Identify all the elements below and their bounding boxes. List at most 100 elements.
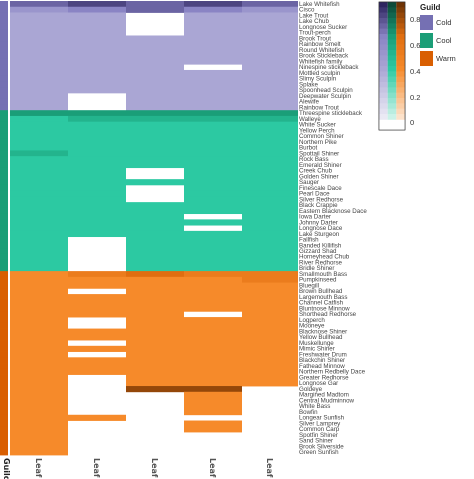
guild-cell [0, 219, 8, 226]
colorbar-segment [387, 114, 397, 120]
heatmap-cell [126, 179, 184, 186]
heatmap-cell [184, 409, 242, 416]
row-label: Banded Killifish [299, 242, 342, 249]
heatmap-cell [126, 52, 184, 59]
guild-cell [0, 363, 8, 370]
heatmap-cell [242, 161, 298, 169]
guild-cell [0, 230, 8, 238]
heatmap-cell [126, 127, 184, 134]
heatmap-cell [10, 397, 68, 404]
row-label: Mottled sculpin [299, 70, 341, 77]
guild-cell [0, 432, 8, 439]
guild-cell [0, 391, 8, 398]
row-label: Longnose Gar [299, 380, 338, 387]
heatmap-cell [10, 414, 68, 421]
row-label: Pumpkinseed [299, 277, 337, 284]
guild-cell [0, 29, 8, 36]
colorbar-segment [387, 55, 397, 61]
heatmap-cell [126, 81, 184, 88]
heatmap-cell [184, 357, 242, 364]
colorbar-segment [379, 2, 388, 8]
heatmap-cell [126, 351, 184, 358]
heatmap-cell [68, 12, 126, 19]
heatmap-cell [184, 340, 242, 347]
heatmap-cell [184, 196, 242, 203]
heatmap-cell [184, 173, 242, 180]
heatmap-cell [126, 213, 184, 220]
guild-legend-swatch [420, 15, 433, 30]
column-labels: Guild Leaf 1 Leaf 2 Leaf 3 Leaf 4 Leaf 5 [2, 458, 274, 479]
heatmap-cell [126, 219, 184, 226]
guild-cell [0, 150, 8, 157]
heatmap-cell [68, 23, 126, 31]
row-label: Longnose Dace [299, 225, 343, 232]
heatmap-cell [68, 161, 126, 169]
guild-cell [0, 299, 8, 306]
heatmap-cell [68, 127, 126, 134]
row-label: Mooneye [299, 323, 325, 330]
heatmap-cell [68, 363, 126, 370]
heatmap-cell [242, 75, 298, 82]
colorbar-segment [387, 34, 397, 40]
guild-cell [0, 121, 8, 128]
heatmap-cell [242, 253, 298, 261]
heatmap-cell [184, 386, 242, 393]
heatmap-cell [242, 133, 298, 140]
heatmap-cell [10, 420, 68, 427]
guild-cell [0, 179, 8, 186]
heatmap-cell [10, 92, 68, 100]
guild-legend-title: Guild [420, 3, 441, 12]
heatmap-cell [126, 69, 184, 77]
heatmap-cell [68, 58, 126, 65]
heatmap-cell [68, 282, 126, 289]
heatmap-cell [242, 219, 298, 226]
heatmap-cell [184, 230, 242, 238]
heatmap-cell [68, 207, 126, 215]
heatmap-cell [242, 225, 298, 232]
colorbar-tick-label: 0.6 [410, 41, 420, 50]
heatmap-cell [126, 110, 184, 117]
heatmap-cell [10, 207, 68, 215]
heatmap-cell [184, 121, 242, 128]
heatmap-cell [10, 282, 68, 289]
colorbar-tick-label: 0 [410, 118, 414, 127]
colorbar-segment [379, 28, 388, 35]
guild-cell [0, 161, 8, 169]
guild-cell [0, 288, 8, 295]
heatmap-cell [10, 196, 68, 203]
heatmap-cell [10, 351, 68, 358]
guild-cell [0, 328, 8, 335]
heatmap-cell [68, 115, 126, 123]
guild-legend-label: Cold [436, 18, 451, 27]
row-label: Largemouth Bass [299, 294, 348, 301]
row-label: Freshwater Drum [299, 351, 347, 358]
row-label: Eastern Blacknose Dace [299, 208, 367, 215]
heatmap-cell [10, 230, 68, 238]
heatmap-cell [10, 121, 68, 128]
leaf-column-label: Leaf 2 [92, 458, 101, 479]
heatmap-cell [10, 179, 68, 186]
heatmap-cell [242, 368, 298, 375]
heatmap-cell [184, 334, 242, 341]
guild-cell [0, 437, 8, 444]
heatmap-cell [10, 190, 68, 197]
heatmap-cell [68, 110, 126, 117]
heatmap-cell [126, 294, 184, 301]
heatmap-cell [184, 271, 242, 278]
heatmap-cell [184, 219, 242, 226]
row-label: Silver Redhorse [299, 196, 344, 203]
heatmap-cell [242, 322, 298, 329]
heatmap-cell [68, 271, 126, 278]
heatmap-cell [184, 248, 242, 255]
guild-cell [0, 52, 8, 59]
heatmap-cell [10, 437, 68, 444]
heatmap-cell [126, 92, 184, 100]
heatmap-cell [184, 305, 242, 312]
heatmap-cell [68, 35, 126, 42]
row-label: Muskellunge [299, 340, 334, 347]
colorbar-segment [387, 108, 397, 115]
heatmap-cell [242, 184, 298, 192]
colorbar-segment [396, 34, 405, 40]
heatmap-cell [126, 248, 184, 255]
